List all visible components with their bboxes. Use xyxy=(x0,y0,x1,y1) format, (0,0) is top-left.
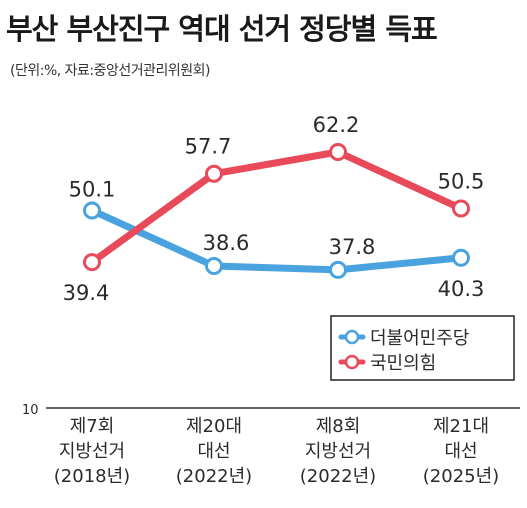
x-tick-label-1-1: 대선 xyxy=(197,441,230,462)
x-tick-label-3-2: (2025년) xyxy=(423,466,499,487)
legend-swatch-marker-1 xyxy=(344,354,360,370)
x-tick-label-2-2: (2022년) xyxy=(300,466,376,487)
x-tick-label-1-0: 제20대 xyxy=(186,416,242,437)
data-point-s0-0 xyxy=(83,201,101,220)
x-tick-label-0-1: 지방선거 xyxy=(59,441,125,462)
legend-swatch-marker-0 xyxy=(344,329,360,345)
x-tick-label-0-2: (2018년) xyxy=(54,466,130,487)
data-point-s0-2 xyxy=(329,260,347,279)
y-axis-min-label: 10 xyxy=(22,403,39,418)
data-label-s1-3: 50.5 xyxy=(438,170,485,194)
data-label-s0-1: 38.6 xyxy=(203,231,250,255)
data-label-s1-2: 62.2 xyxy=(313,113,360,137)
x-tick-label-3-0: 제21대 xyxy=(433,416,489,437)
data-label-s0-2: 37.8 xyxy=(329,235,376,259)
x-tick-label-2-1: 지방선거 xyxy=(305,441,371,462)
data-point-s1-2 xyxy=(329,143,347,161)
series-line-1 xyxy=(88,148,465,266)
data-point-s1-1 xyxy=(205,164,223,183)
data-label-s0-0: 50.1 xyxy=(69,177,116,201)
chart-title: 부산 부산진구 역대 선거 정당별 득표 xyxy=(6,12,438,46)
x-tick-label-3-1: 대선 xyxy=(444,441,477,462)
series-line-0 xyxy=(88,206,465,274)
data-label-s1-0: 39.4 xyxy=(63,281,110,305)
data-label-s1-1: 57.7 xyxy=(185,135,232,159)
legend-label-0: 더불어민주당 xyxy=(370,328,469,349)
data-point-s0-3 xyxy=(452,248,470,267)
data-point-s1-3 xyxy=(452,199,470,218)
chart-subtitle: (단위:%, 자료:중앙선거관리위원회) xyxy=(10,63,211,79)
legend-box xyxy=(330,315,515,381)
x-tick-label-2-0: 제8회 xyxy=(316,416,361,437)
x-tick-label-0-0: 제7회 xyxy=(70,416,115,437)
legend-label-1: 국민의힘 xyxy=(370,353,436,374)
data-label-s0-3: 40.3 xyxy=(438,277,485,301)
x-tick-label-1-2: (2022년) xyxy=(176,466,252,487)
data-point-s0-1 xyxy=(205,257,223,275)
data-point-s1-0 xyxy=(83,253,101,272)
